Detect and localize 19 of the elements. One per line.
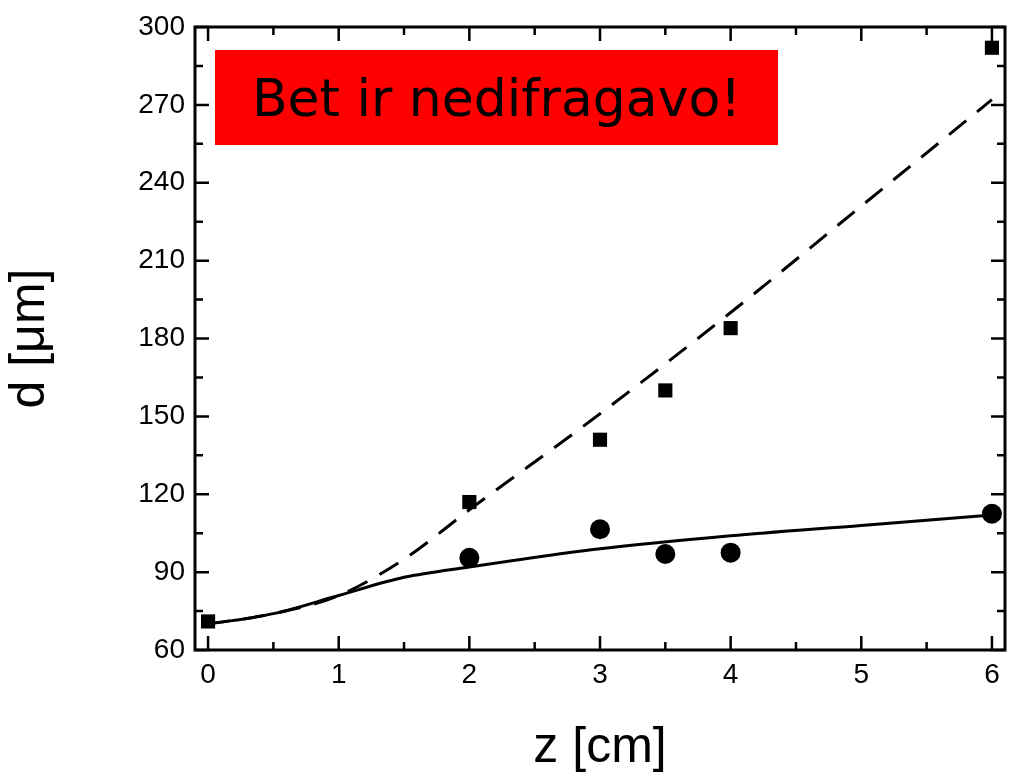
y-tick-label: 150: [138, 399, 185, 431]
y-tick-label: 300: [138, 9, 185, 41]
y-tick-label: 180: [138, 321, 185, 353]
x-axis-title: z [cm]: [533, 716, 667, 773]
x-tick-label: 0: [200, 657, 216, 689]
y-tick-label: 210: [138, 243, 185, 275]
annotation: Bet ir nedifragavo!: [215, 50, 778, 145]
x-tick-label: 2: [461, 657, 478, 689]
x-tick-label: 3: [592, 657, 608, 689]
y-tick-label: 120: [138, 476, 185, 508]
y-tick-label: 270: [138, 87, 185, 119]
x-tick-label: 1: [330, 657, 347, 689]
x-tick-label: 5: [853, 657, 870, 689]
y-tick-label: 60: [153, 632, 185, 664]
y-tick-label: 240: [138, 165, 185, 197]
y-axis-title: d [μm]: [0, 268, 55, 409]
y-tick-label: 90: [153, 554, 185, 586]
x-tick-label: 6: [984, 657, 1000, 689]
x-tick-label: 4: [722, 657, 739, 689]
